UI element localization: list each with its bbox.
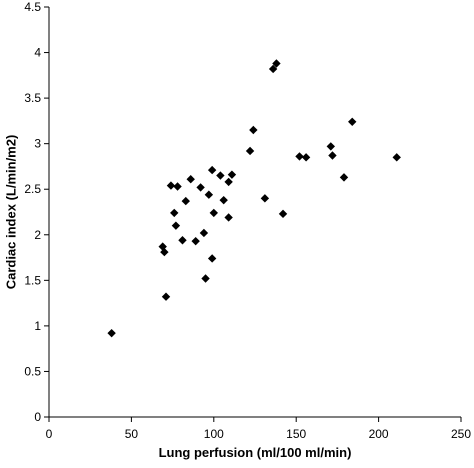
data-point bbox=[227, 170, 237, 179]
data-point bbox=[166, 181, 176, 190]
data-point bbox=[268, 64, 278, 74]
data-point bbox=[301, 153, 311, 162]
data-point bbox=[278, 209, 288, 219]
data-point bbox=[196, 183, 205, 192]
data-point bbox=[245, 146, 255, 156]
data-point bbox=[191, 236, 200, 246]
data-point bbox=[201, 274, 210, 283]
y-tick-label: 4 bbox=[34, 46, 41, 60]
data-point bbox=[173, 182, 182, 191]
x-tick-label: 200 bbox=[369, 427, 389, 441]
data-points bbox=[107, 59, 401, 338]
data-point bbox=[295, 152, 304, 161]
data-point bbox=[186, 175, 195, 184]
x-axis-ticks: 0 50 100 150 200 250 bbox=[46, 417, 471, 441]
data-point bbox=[178, 236, 187, 245]
data-point bbox=[204, 190, 214, 199]
x-tick-label: 50 bbox=[125, 427, 139, 441]
data-point bbox=[199, 228, 209, 238]
y-tick-label: 4.5 bbox=[24, 0, 41, 14]
x-tick-label: 100 bbox=[204, 427, 224, 441]
x-tick-label: 0 bbox=[46, 427, 53, 441]
data-point bbox=[160, 247, 169, 257]
data-point bbox=[207, 254, 217, 263]
data-point bbox=[161, 292, 171, 301]
data-point bbox=[328, 151, 337, 160]
data-point bbox=[339, 173, 349, 182]
data-point bbox=[207, 165, 217, 175]
data-point bbox=[107, 328, 116, 338]
y-tick-label: 1.5 bbox=[24, 273, 41, 287]
data-point bbox=[171, 221, 181, 230]
data-point bbox=[181, 196, 190, 206]
data-point bbox=[249, 125, 258, 135]
x-tick-label: 150 bbox=[286, 427, 306, 441]
data-point bbox=[209, 208, 218, 218]
data-point bbox=[224, 213, 233, 222]
data-point bbox=[170, 208, 179, 218]
data-point bbox=[219, 195, 228, 205]
x-tick-label: 250 bbox=[451, 427, 471, 441]
data-point bbox=[348, 117, 357, 126]
data-point bbox=[224, 177, 233, 187]
y-tick-label: 3 bbox=[34, 137, 41, 151]
y-tick-label: 2.5 bbox=[24, 182, 41, 196]
y-axis-title: Cardiac index (L/min/m2) bbox=[3, 135, 18, 290]
y-tick-label: 0.5 bbox=[24, 364, 41, 378]
data-point bbox=[272, 59, 281, 68]
y-tick-label: 1 bbox=[34, 319, 41, 333]
data-point bbox=[260, 194, 270, 203]
x-axis-title: Lung perfusion (ml/100 ml/min) bbox=[159, 445, 352, 460]
y-tick-label: 3.5 bbox=[24, 91, 41, 105]
y-axis-ticks: 0 0.5 1 1.5 2 2.5 3 3.5 4 4.5 bbox=[24, 0, 49, 424]
y-tick-label: 2 bbox=[34, 228, 41, 242]
data-point bbox=[216, 171, 225, 180]
y-tick-label: 0 bbox=[34, 410, 41, 424]
data-point bbox=[392, 153, 401, 162]
data-point bbox=[326, 142, 336, 151]
